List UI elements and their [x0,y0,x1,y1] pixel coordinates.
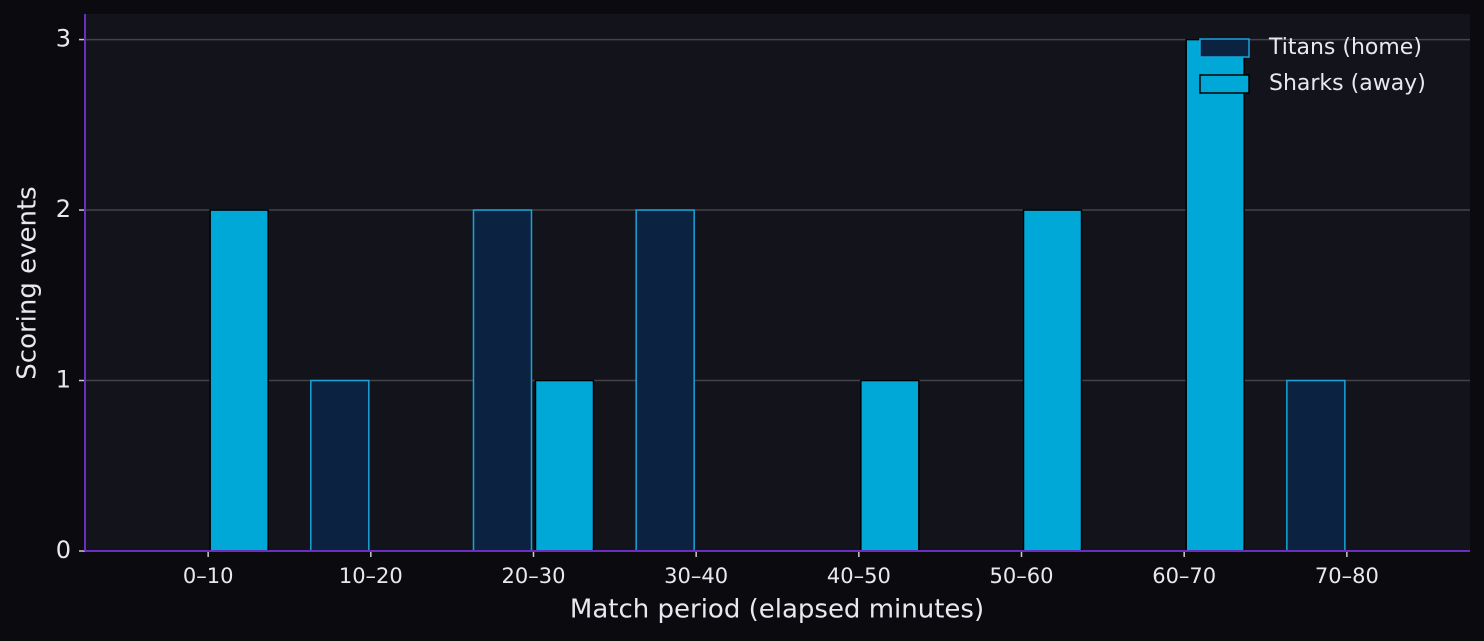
bar [534,379,595,552]
y-tick-label: 3 [56,25,71,53]
bar [635,209,695,552]
x-tick-label: 40–50 [827,564,891,588]
x-tick-label: 20–30 [502,564,566,588]
bar [1286,379,1346,552]
x-tick-label: 50–60 [990,564,1054,588]
plot-area [85,14,1470,551]
bar [1022,209,1083,552]
bar [1185,38,1245,552]
x-tick-label: 60–70 [1152,564,1216,588]
x-tick-label: 30–40 [664,564,728,588]
x-tick-label: 70–80 [1315,564,1379,588]
y-axis-label: Scoring events [13,186,43,379]
bar [472,209,533,552]
y-tick-label: 2 [56,195,71,223]
legend-label: Sharks (away) [1269,71,1426,96]
bar [860,379,920,552]
legend-swatch [1199,38,1250,58]
legend: Titans (home) Sharks (away) [1199,35,1426,96]
legend-label: Titans (home) [1268,35,1422,60]
bar [209,209,269,552]
legend-swatch [1199,74,1250,94]
y-tick-label: 0 [56,536,71,564]
x-tick-label: 10–20 [339,564,403,588]
x-tick-label: 0–10 [183,564,234,588]
bar [310,379,370,552]
y-tick-label: 1 [56,366,71,394]
x-axis-label: Match period (elapsed minutes) [570,595,984,625]
